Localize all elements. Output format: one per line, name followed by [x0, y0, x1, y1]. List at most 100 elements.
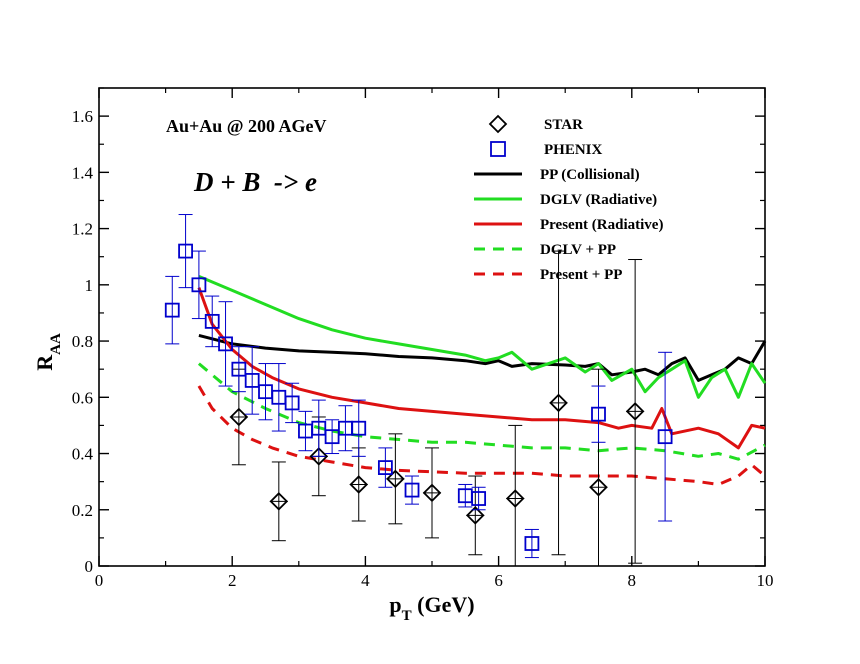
square-marker: [657, 429, 673, 445]
phenix-point: [351, 399, 367, 457]
y-tick-label: 0.8: [72, 332, 93, 351]
square-marker: [324, 429, 340, 445]
phenix-point: [204, 295, 220, 348]
square-marker: [164, 302, 180, 318]
square-marker: [524, 536, 540, 551]
square-marker: [591, 406, 606, 422]
x-tick-label: 6: [494, 571, 503, 590]
y-axis-title: RAA: [32, 333, 64, 371]
legend-diamond-marker: [488, 114, 508, 134]
y-tick-label: 0: [85, 557, 94, 576]
curve-dglv-pp: [197, 362, 766, 461]
phenix-point: [377, 447, 393, 488]
phenix-point: [591, 385, 606, 443]
data-markers: [164, 214, 673, 567]
legend-label: Present + PP: [540, 267, 622, 283]
phenix-point: [231, 346, 247, 393]
curve-present-pp: [197, 385, 766, 486]
legend-item: PP (Collisional): [474, 167, 640, 183]
phenix-point: [191, 250, 207, 320]
star-point: [549, 250, 568, 556]
diamond-marker: [269, 492, 289, 511]
x-axis-title: pT (GeV): [389, 592, 474, 624]
diamond-marker: [625, 402, 645, 421]
square-marker: [204, 313, 220, 329]
phenix-point: [657, 351, 673, 522]
phenix-point: [311, 399, 327, 457]
y-tick-label: 0.4: [72, 445, 94, 464]
diamond-marker: [386, 469, 405, 489]
diamond-marker: [549, 393, 568, 413]
legend-label: STAR: [544, 117, 583, 133]
legend-square-marker: [490, 141, 506, 157]
legend-label: DGLV (Radiative): [540, 192, 657, 208]
y-tick-label: 1.4: [72, 163, 94, 182]
x-tick-label: 2: [228, 571, 237, 590]
star-point: [466, 475, 485, 556]
star-point: [269, 461, 289, 542]
legend-label: PHENIX: [544, 142, 603, 158]
legend: STAR PHENIX PP (Collisional) DGLV (Radiativ…: [474, 114, 663, 283]
phenix-point: [271, 363, 287, 432]
legend-item: PHENIX: [490, 141, 603, 158]
diamond-marker: [589, 477, 608, 497]
phenix-point: [164, 275, 180, 345]
x-tick-label: 10: [757, 571, 774, 590]
legend-item: Present + PP: [474, 267, 622, 283]
diamond-marker: [422, 483, 442, 503]
x-tick-label: 4: [361, 571, 370, 590]
phenix-point: [218, 301, 233, 387]
y-tick-label: 1: [85, 276, 94, 295]
curve-pp-collisional: [198, 333, 767, 382]
y-tick-label: 1.6: [72, 107, 93, 126]
star-point: [386, 433, 405, 525]
phenix-point: [471, 486, 487, 511]
square-marker: [377, 460, 393, 475]
x-tick-label: 8: [628, 571, 637, 590]
curve-present-radiative: [197, 287, 766, 450]
y-tick-label: 0.6: [72, 388, 93, 407]
star-point: [349, 447, 369, 522]
y-tick-label: 1.2: [72, 220, 93, 239]
diamond-marker: [505, 489, 525, 508]
square-marker: [231, 361, 247, 377]
star-point: [422, 447, 442, 539]
legend-item: DGLV (Radiative): [474, 192, 657, 208]
legend-item: Present (Radiative): [474, 217, 663, 233]
square-marker: [244, 373, 260, 388]
legend-label: PP (Collisional): [540, 167, 640, 183]
legend-item: STAR: [488, 114, 583, 134]
y-tick-label: 0.2: [72, 501, 93, 520]
diamond-marker: [349, 475, 369, 494]
phenix-point: [404, 475, 420, 505]
square-marker: [471, 491, 487, 506]
phenix-point: [324, 419, 340, 455]
axis-ticks: 0 2 4 6 8 10 0 0.2 0.4 0.6 0.8 1 1.2 1.4 1.6: [72, 87, 774, 590]
legend-label: Present (Radiative): [540, 217, 663, 233]
x-tick-label: 0: [95, 571, 104, 590]
phenix-point: [178, 214, 193, 289]
phenix-point: [298, 410, 313, 452]
phenix-point: [457, 483, 473, 508]
phenix-point: [338, 405, 353, 452]
diamond-marker: [466, 506, 485, 525]
square-marker: [351, 420, 367, 436]
square-marker: [311, 420, 327, 436]
phenix-point: [284, 382, 300, 424]
phenix-point: [524, 528, 540, 559]
square-marker: [284, 395, 300, 411]
curve-dglv-radiative: [198, 275, 767, 399]
square-marker: [191, 277, 207, 293]
process-annotation: D + B -> e: [193, 167, 317, 197]
square-marker: [404, 482, 420, 498]
legend-item: DGLV + PP: [474, 242, 616, 258]
diamond-marker: [309, 447, 329, 466]
star-point: [505, 424, 525, 567]
system-annotation: Au+Au @ 200 AGeV: [166, 116, 327, 136]
square-marker: [218, 336, 233, 352]
diamond-marker: [229, 407, 249, 427]
model-curves: [197, 275, 767, 486]
phenix-point: [244, 346, 260, 415]
star-point: [625, 259, 645, 564]
